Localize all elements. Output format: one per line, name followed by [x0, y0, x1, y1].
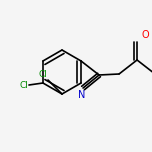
Text: N: N [78, 90, 86, 100]
Text: Cl: Cl [38, 70, 47, 79]
Text: Cl: Cl [19, 81, 28, 90]
Text: O: O [141, 30, 149, 40]
